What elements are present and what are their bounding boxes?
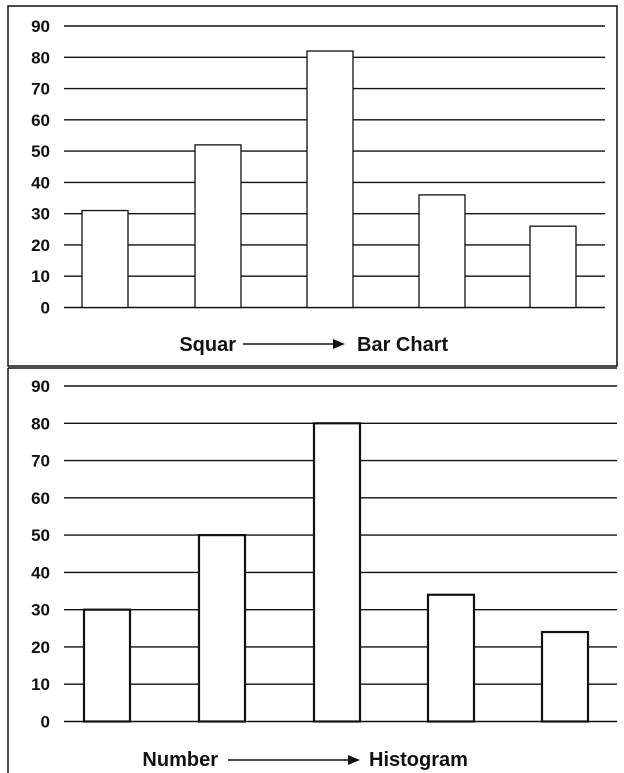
bar-chart-y-tick-label: 70	[31, 80, 50, 99]
histogram-y-tick-label: 50	[31, 526, 50, 545]
bar-chart-bars	[81, 50, 577, 309]
bar-chart-bar	[306, 50, 354, 309]
histogram-caption-left: Number	[142, 749, 218, 771]
histogram-bar	[426, 593, 476, 723]
histogram-y-tick-label: 30	[31, 601, 50, 620]
histogram-bar	[312, 422, 362, 723]
bar-chart-frame	[7, 5, 618, 367]
bar-chart-y-tick-label: 20	[31, 236, 50, 255]
histogram-y-tick-label: 90	[31, 377, 50, 396]
bar-chart-y-tick-label: 90	[31, 17, 50, 36]
bar-chart-y-tick-label: 80	[31, 48, 50, 67]
histogram-bar	[82, 608, 132, 723]
histogram-panel: 0 10 20 30 40 50 60 70 80 90 Number Histogram	[7, 367, 617, 773]
histogram-y-tick-label: 70	[31, 452, 50, 471]
bar-chart-y-tick-label: 40	[31, 173, 50, 192]
histogram-y-tick-label: 40	[31, 563, 50, 582]
bar-chart-caption-left: Squar	[179, 334, 236, 356]
bar-chart-y-tick-label: 30	[31, 205, 50, 224]
bar-chart-y-tick-label: 50	[31, 142, 50, 161]
bar-chart-bar	[529, 225, 577, 309]
histogram-arrowhead	[348, 755, 360, 765]
histogram-caption-right: Histogram	[369, 749, 468, 771]
bar-chart-bar	[194, 144, 242, 309]
bar-chart-y-tick-label: 10	[31, 267, 50, 286]
histogram-y-tick-label: 60	[31, 489, 50, 508]
histogram-y-tick-label: 0	[41, 713, 50, 732]
histogram-bars	[82, 422, 590, 723]
bar-chart-bar	[81, 209, 129, 309]
histogram-y-ticks: 0 10 20 30 40 50 60 70 80 90	[31, 377, 50, 732]
histogram-y-tick-label: 10	[31, 675, 50, 694]
bar-chart-y-tick-label: 0	[41, 299, 50, 318]
histogram-y-tick-label: 80	[31, 414, 50, 433]
bar-chart-panel: 0 10 20 30 40 50 60 70 80 90 Squar Bar Chart	[7, 5, 618, 367]
histogram-bar	[540, 630, 590, 723]
histogram-y-tick-label: 20	[31, 638, 50, 657]
bar-chart-arrowhead	[333, 339, 345, 349]
bar-chart-y-tick-label: 60	[31, 111, 50, 130]
bar-chart-caption-right: Bar Chart	[357, 334, 448, 356]
bar-chart-bar	[418, 194, 466, 309]
histogram-bar	[197, 534, 247, 723]
bar-chart-y-ticks: 0 10 20 30 40 50 60 70 80 90	[31, 17, 50, 318]
